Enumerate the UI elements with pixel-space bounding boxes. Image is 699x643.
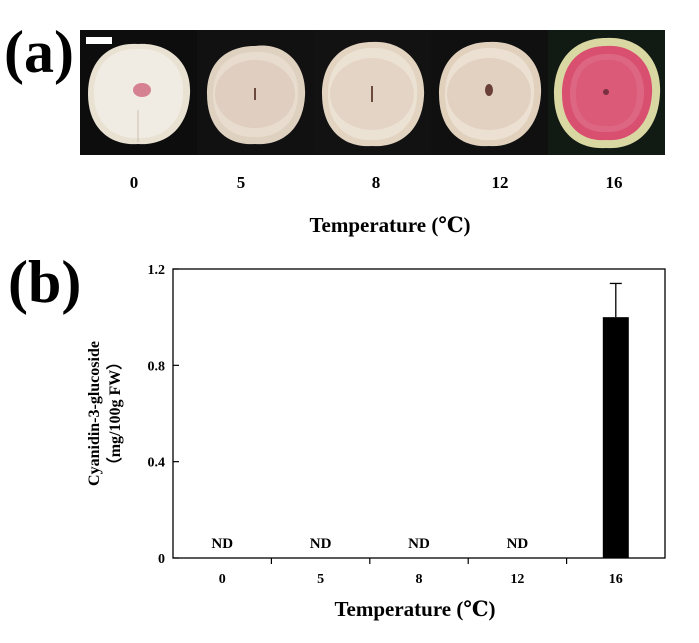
y-tick-label-3: 1.2 — [148, 263, 166, 278]
x-tick-label-0: 0 — [219, 572, 226, 587]
photo-caption-12: 12 — [491, 173, 509, 192]
panel-b-label: (b) — [8, 249, 82, 315]
photo-caption-5: 5 — [236, 173, 246, 192]
fruit-photo-0 — [80, 30, 197, 155]
data-label-12: ND — [507, 536, 529, 552]
fruit-photo-strip — [80, 30, 665, 155]
panel-a-label: (a) — [4, 19, 74, 85]
data-label-5: ND — [310, 536, 332, 552]
x-tick-label-2: 8 — [416, 572, 423, 587]
panel-a-xlabel: Temperature (℃) — [309, 213, 471, 237]
y-axis-label: Cyanidin-3-glucoside — [86, 341, 103, 486]
photo-caption-8: 8 — [371, 173, 381, 192]
x-tick-label-4: 16 — [609, 572, 623, 587]
x-tick-label-3: 12 — [510, 572, 524, 587]
y-tick-label-2: 0.8 — [148, 359, 166, 374]
fruit-photo-5 — [197, 30, 314, 155]
fruit-photo-12 — [431, 30, 548, 155]
bar-16 — [602, 317, 629, 558]
scale-bar — [86, 37, 112, 44]
y-axis-unit: （mg/100g FW） — [106, 354, 124, 474]
photo-caption-0: 0 — [129, 173, 139, 192]
y-tick-label-0: 0 — [158, 552, 165, 567]
fruit-photo-16 — [548, 30, 665, 155]
panel-b-xlabel: Temperature (℃) — [334, 597, 496, 621]
photo-caption-16: 16 — [605, 173, 623, 192]
data-label-0: ND — [211, 536, 233, 552]
y-tick-label-1: 0.4 — [148, 456, 166, 471]
plot-frame — [172, 268, 666, 559]
data-label-8: ND — [408, 536, 430, 552]
x-tick-label-1: 5 — [317, 572, 324, 587]
fruit-photo-8 — [314, 30, 431, 155]
